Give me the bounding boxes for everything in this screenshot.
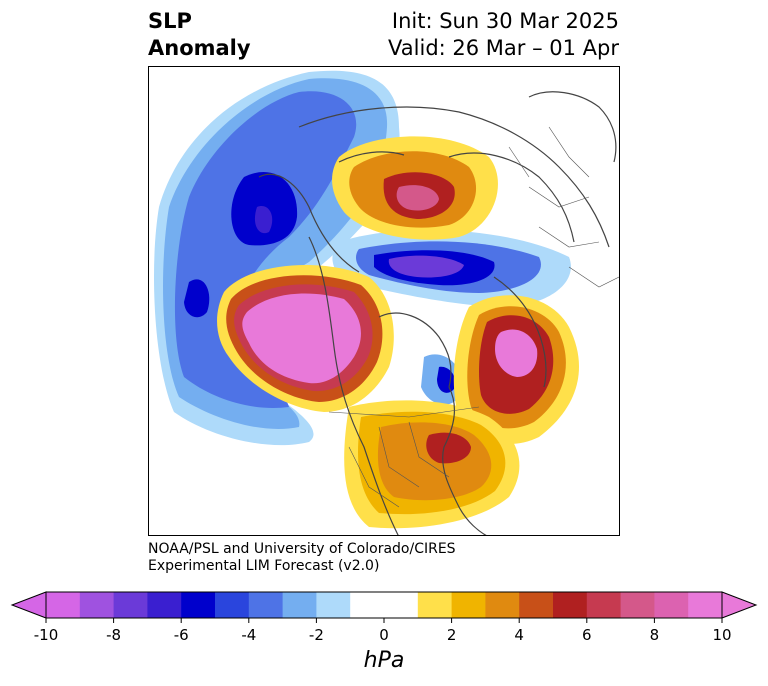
forecast-dates: Init: Sun 30 Mar 2025 Valid: 26 Mar – 01… [388, 8, 619, 62]
colorbar-segment [147, 592, 182, 618]
colorbar-segment [316, 592, 351, 618]
colorbar-segment [350, 592, 385, 618]
coastlines [258, 91, 617, 535]
colorbar-tick-label: -6 [173, 626, 189, 644]
colorbar-tick-label: -2 [308, 626, 324, 644]
title-variable: SLP [148, 9, 192, 33]
positive-anomaly-siberia-core [396, 185, 439, 211]
colorbar-segment [620, 592, 655, 618]
colorbar-segment [384, 592, 419, 618]
colorbar-tick-label: -8 [106, 626, 122, 644]
colorbar-segment [282, 592, 317, 618]
colorbar-segment [113, 592, 148, 618]
colorbar-segments [46, 592, 723, 618]
colorbar-tick-label: -10 [33, 626, 59, 644]
init-date: Init: Sun 30 Mar 2025 [391, 9, 619, 33]
colorbar-segment [688, 592, 723, 618]
positive-anomaly-canada-core [242, 293, 361, 384]
colorbar-segment [417, 592, 453, 618]
map-title: SLP Anomaly [148, 8, 251, 62]
anomaly-map [154, 70, 619, 535]
borders [328, 126, 619, 508]
colorbar-segment [46, 592, 81, 618]
positive-anomaly-atlantic-core [495, 329, 538, 377]
colorbar-segment [79, 592, 115, 618]
colorbar-segment [553, 592, 588, 618]
colorbar-tick-label: -4 [241, 626, 257, 644]
credit-text: NOAA/PSL and University of Colorado/CIRE… [148, 541, 456, 575]
colorbar-tick-label: 4 [514, 626, 524, 644]
colorbar-tick-label: 8 [649, 626, 660, 644]
negative-anomaly-west-core2 [184, 279, 210, 318]
colorbar-extend-high [721, 591, 758, 619]
colorbar-segment [451, 592, 486, 618]
negative-band-north-peak [388, 255, 464, 278]
map-panel [148, 66, 620, 536]
credit-line-2: Experimental LIM Forecast (v2.0) [148, 558, 380, 574]
credit-line-1: NOAA/PSL and University of Colorado/CIRE… [148, 541, 456, 557]
colorbar-segment [181, 592, 216, 618]
title-type: Anomaly [148, 36, 251, 60]
colorbar-tick-label: 10 [712, 626, 732, 644]
positive-anomaly-us-core [426, 432, 471, 464]
colorbar-segment [215, 592, 250, 618]
colorbar-extend-low [10, 591, 47, 619]
colorbar [10, 591, 758, 623]
negative-anomaly-west-core3 [254, 206, 273, 234]
colorbar-segment [248, 592, 284, 618]
colorbar-tick-label: 6 [582, 626, 592, 644]
colorbar-unit: hPa [363, 648, 405, 673]
colorbar-segment [485, 592, 520, 618]
colorbar-tick-label: 0 [379, 626, 389, 644]
colorbar-segment [654, 592, 689, 618]
colorbar-tick-label: 2 [446, 626, 457, 644]
valid-range: Valid: 26 Mar – 01 Apr [388, 36, 619, 60]
colorbar-segment [519, 592, 554, 618]
colorbar-segment [586, 592, 622, 618]
